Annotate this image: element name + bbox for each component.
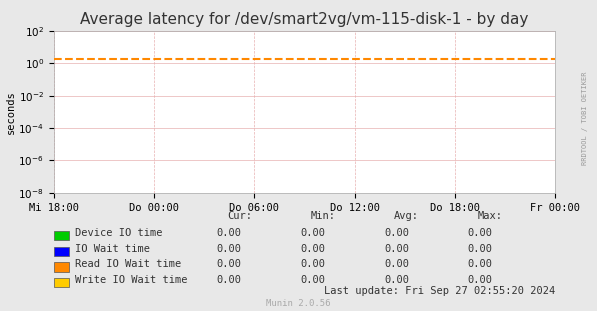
Text: Device IO time: Device IO time bbox=[75, 228, 162, 238]
Text: Read IO Wait time: Read IO Wait time bbox=[75, 259, 181, 269]
Text: 0.00: 0.00 bbox=[384, 228, 409, 238]
Text: 0.00: 0.00 bbox=[217, 259, 242, 269]
Text: 0.00: 0.00 bbox=[384, 275, 409, 285]
Text: 0.00: 0.00 bbox=[467, 275, 493, 285]
Text: Avg:: Avg: bbox=[394, 211, 419, 221]
Text: IO Wait time: IO Wait time bbox=[75, 244, 150, 254]
Text: Cur:: Cur: bbox=[227, 211, 252, 221]
Text: 0.00: 0.00 bbox=[300, 228, 325, 238]
Text: Munin 2.0.56: Munin 2.0.56 bbox=[266, 299, 331, 308]
Text: 0.00: 0.00 bbox=[300, 275, 325, 285]
Y-axis label: seconds: seconds bbox=[5, 90, 16, 134]
Text: 0.00: 0.00 bbox=[217, 275, 242, 285]
Text: Last update: Fri Sep 27 02:55:20 2024: Last update: Fri Sep 27 02:55:20 2024 bbox=[324, 286, 555, 296]
Text: 0.00: 0.00 bbox=[384, 244, 409, 254]
Text: Write IO Wait time: Write IO Wait time bbox=[75, 275, 187, 285]
Text: 0.00: 0.00 bbox=[217, 244, 242, 254]
Text: Min:: Min: bbox=[310, 211, 336, 221]
Text: 0.00: 0.00 bbox=[217, 228, 242, 238]
Text: 0.00: 0.00 bbox=[467, 244, 493, 254]
Text: 0.00: 0.00 bbox=[300, 244, 325, 254]
Text: Max:: Max: bbox=[478, 211, 503, 221]
Text: 0.00: 0.00 bbox=[467, 259, 493, 269]
Title: Average latency for /dev/smart2vg/vm-115-disk-1 - by day: Average latency for /dev/smart2vg/vm-115… bbox=[80, 12, 529, 27]
Text: 0.00: 0.00 bbox=[467, 228, 493, 238]
Text: 0.00: 0.00 bbox=[384, 259, 409, 269]
Text: 0.00: 0.00 bbox=[300, 259, 325, 269]
Text: RRDTOOL / TOBI OETIKER: RRDTOOL / TOBI OETIKER bbox=[582, 72, 588, 165]
